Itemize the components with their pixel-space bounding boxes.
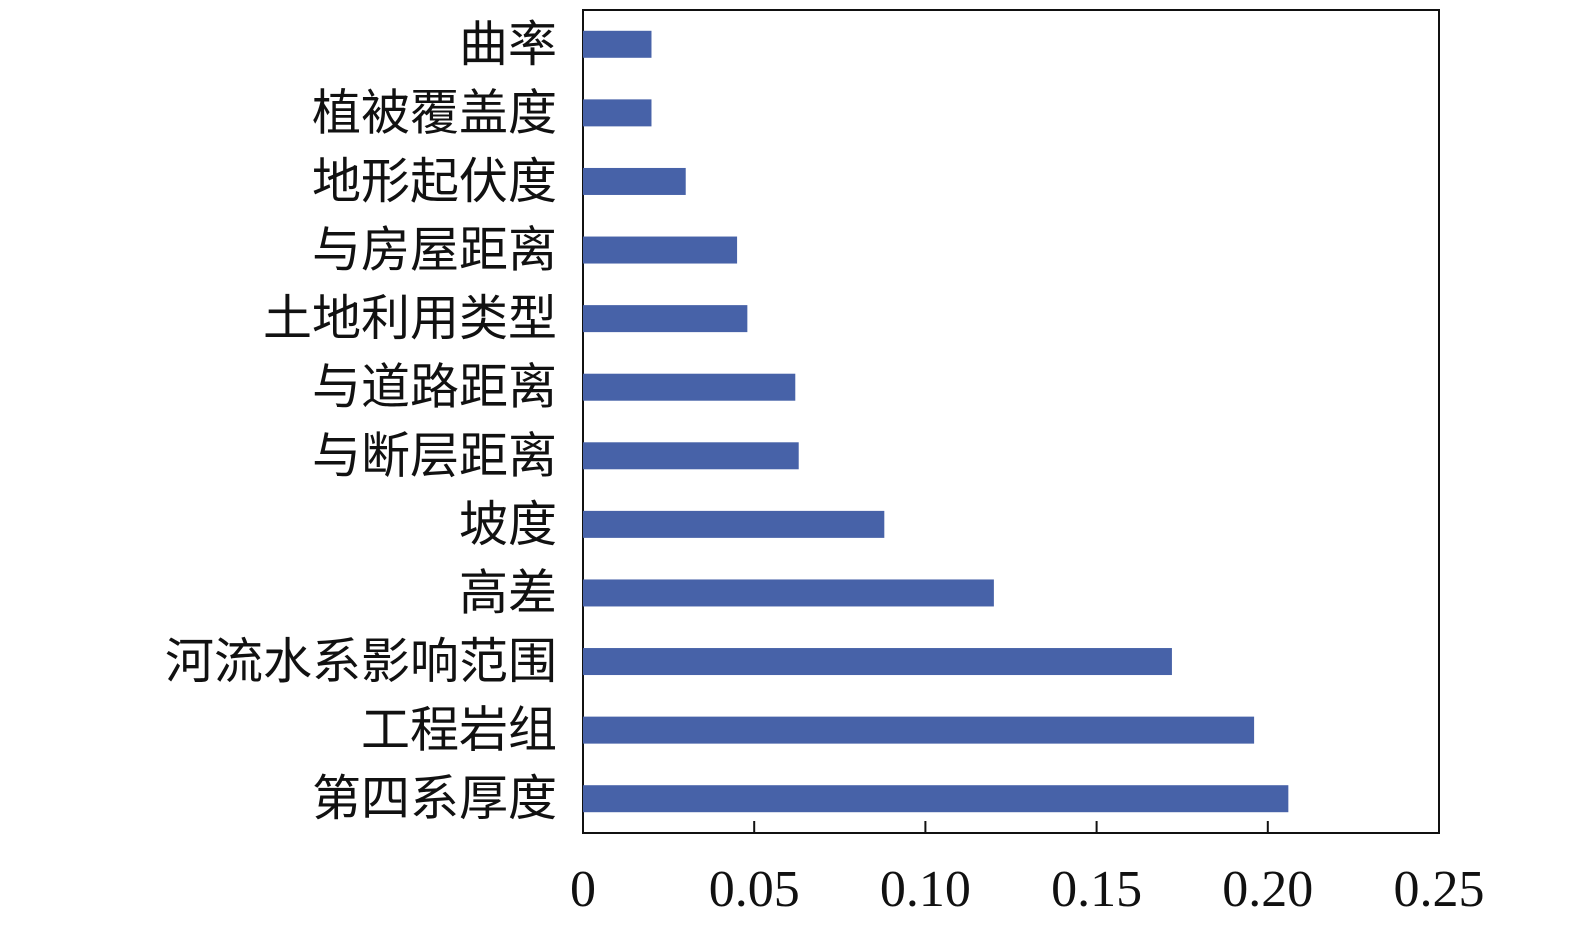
category-label: 高差	[459, 564, 557, 621]
x-tick-label: 0.20	[1222, 861, 1313, 918]
bar-6	[583, 373, 796, 401]
x-tick-label: 0.10	[880, 861, 971, 918]
bar-11	[583, 716, 1255, 744]
category-label: 与房屋距离	[312, 222, 557, 279]
category-label: 地形起伏度	[312, 153, 557, 210]
x-tick-labels-group: 0 0.05 0.10 0.15 0.20 0.25	[570, 861, 1485, 918]
category-label: 与道路距离	[312, 359, 557, 416]
x-ticks-group	[582, 821, 1440, 833]
category-labels-group: 曲率植被覆盖度地形起伏度与房屋距离土地利用类型与道路距离与断层距离坡度高差河流水…	[165, 16, 557, 827]
category-label: 植被覆盖度	[312, 84, 557, 141]
bar-7	[583, 442, 799, 470]
bar-3	[583, 167, 686, 195]
bar-5	[583, 305, 748, 333]
plot-frame	[582, 9, 1440, 834]
category-label: 第四系厚度	[312, 770, 557, 827]
x-tick-label: 0	[570, 861, 596, 918]
category-label: 工程岩组	[361, 702, 557, 759]
bar-8	[583, 510, 885, 538]
category-label: 与断层距离	[312, 427, 557, 484]
category-label: 河流水系影响范围	[165, 633, 557, 690]
x-tick-label: 0.25	[1394, 861, 1485, 918]
bars-group	[583, 30, 1289, 813]
bar-9	[583, 579, 994, 607]
bar-12	[583, 785, 1289, 813]
bar-10	[583, 648, 1172, 676]
x-tick-label: 0.15	[1051, 861, 1142, 918]
x-tick-label: 0.05	[709, 861, 800, 918]
category-label: 土地利用类型	[263, 290, 557, 347]
bar-1	[583, 30, 652, 58]
category-label: 坡度	[459, 496, 557, 553]
bar-4	[583, 236, 738, 264]
category-label: 曲率	[459, 16, 557, 73]
bar-2	[583, 99, 652, 127]
